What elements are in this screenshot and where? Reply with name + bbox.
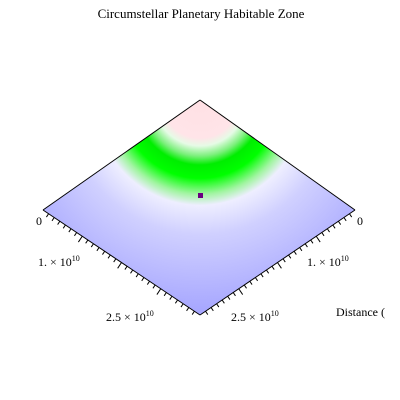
right-axis-tick-12 bbox=[288, 254, 292, 259]
left-axis-tick-24 bbox=[174, 299, 178, 304]
right-axis-tick-9 bbox=[304, 243, 308, 248]
right-axis-tick-19 bbox=[249, 280, 253, 285]
left-tick-label-1-mantissa: 1. × 10 bbox=[38, 255, 72, 269]
left-axis-tick-16 bbox=[130, 269, 134, 274]
left-tick-label-2-exponent: 10 bbox=[146, 309, 154, 318]
left-axis-tick-6 bbox=[74, 232, 78, 237]
left-axis-tick-18 bbox=[141, 277, 145, 282]
left-axis-tick-22 bbox=[163, 292, 167, 297]
right-tick-label-2: 2.5 × 1010 bbox=[231, 309, 279, 324]
right-tick-label-1-mantissa: 1. × 10 bbox=[307, 255, 341, 269]
left-axis-tick-17 bbox=[135, 273, 139, 278]
left-tick-label-1: 1. × 1010 bbox=[38, 254, 80, 269]
right-axis-tick-13 bbox=[282, 258, 286, 263]
right-axis-tick-2 bbox=[343, 217, 347, 222]
right-axis-tick-14 bbox=[277, 262, 282, 269]
left-axis-tick-1 bbox=[45, 213, 50, 218]
left-tick-label-2: 2.5 × 1010 bbox=[106, 309, 154, 324]
right-axis-tick-7 bbox=[315, 235, 321, 243]
right-tick-label-1: 1. × 1010 bbox=[307, 254, 349, 269]
right-axis-tick-4 bbox=[332, 224, 336, 229]
left-axis-tick-2 bbox=[51, 217, 55, 222]
right-tick-label-2-exponent: 10 bbox=[271, 309, 279, 318]
left-axis-tick-7 bbox=[77, 235, 83, 243]
left-axis-tick-23 bbox=[169, 295, 173, 300]
right-axis-label: Distance ( bbox=[336, 305, 385, 319]
left-axis-tick-27 bbox=[191, 310, 195, 315]
habitable-zone-surface bbox=[43, 100, 355, 315]
right-axis-tick-6 bbox=[321, 232, 325, 237]
right-axis-tick-24 bbox=[221, 299, 225, 304]
right-axis-tick-8 bbox=[310, 239, 314, 244]
left-axis-tick-11 bbox=[102, 250, 106, 255]
right-axis-tick-27 bbox=[205, 310, 209, 315]
right-tick-label-0: 0 bbox=[357, 214, 363, 228]
left-axis-tick-20 bbox=[152, 284, 156, 289]
left-axis-tick-25 bbox=[180, 303, 184, 308]
right-axis-tick-25 bbox=[216, 303, 220, 308]
chart-title: Circumstellar Planetary Habitable Zone bbox=[98, 6, 305, 21]
right-tick-label-1-exponent: 10 bbox=[341, 254, 349, 263]
right-axis-tick-3 bbox=[337, 220, 342, 225]
right-axis-tick-15 bbox=[271, 265, 275, 270]
right-axis-tick-23 bbox=[227, 295, 231, 300]
star-marker bbox=[198, 193, 203, 198]
left-axis-tick-3 bbox=[57, 220, 61, 225]
right-axis-tick-10 bbox=[299, 247, 303, 252]
left-axis-tick-26 bbox=[186, 307, 190, 312]
right-axis-tick-17 bbox=[260, 273, 264, 278]
left-tick-label-0: 0 bbox=[36, 214, 42, 228]
left-tick-label-1-exponent: 10 bbox=[72, 254, 80, 263]
right-axis-tick-16 bbox=[266, 269, 270, 274]
left-axis-tick-10 bbox=[96, 247, 100, 252]
right-axis-tick-20 bbox=[243, 284, 247, 289]
left-axis-tick-21 bbox=[156, 288, 162, 295]
right-tick-label-2-mantissa: 2.5 × 10 bbox=[231, 310, 271, 324]
axis-line-back-left bbox=[42, 99, 201, 211]
left-axis-tick-4 bbox=[62, 224, 66, 229]
left-axis-tick-13 bbox=[113, 258, 117, 263]
left-axis-tick-5 bbox=[68, 228, 72, 233]
left-axis-tick-19 bbox=[146, 280, 150, 285]
axis-line-back-right bbox=[199, 99, 356, 211]
left-axis-tick-15 bbox=[124, 265, 128, 270]
right-axis-tick-21 bbox=[238, 288, 244, 295]
right-axis-tick-11 bbox=[293, 250, 297, 255]
right-axis-tick-22 bbox=[232, 292, 236, 297]
right-axis-tick-26 bbox=[210, 307, 214, 312]
left-axis-tick-9 bbox=[90, 243, 94, 248]
left-axis-tick-12 bbox=[107, 254, 111, 259]
left-axis-tick-14 bbox=[117, 262, 122, 269]
left-tick-label-2-mantissa: 2.5 × 10 bbox=[106, 310, 146, 324]
right-axis-tick-1 bbox=[349, 213, 353, 218]
right-axis-tick-5 bbox=[326, 228, 330, 233]
right-axis-tick-18 bbox=[254, 277, 259, 282]
left-axis-tick-8 bbox=[85, 239, 89, 244]
